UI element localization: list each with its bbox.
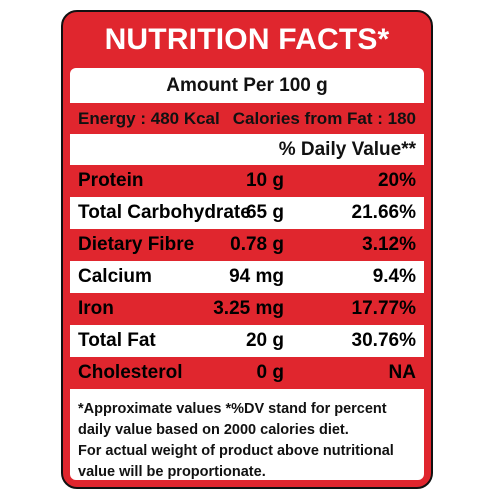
nutrient-dv: 17.77% bbox=[351, 298, 416, 319]
nutrient-name: Total Carbohydrate bbox=[78, 202, 251, 223]
nutrient-row-total-fat: Total Fat 20 g 30.76% bbox=[70, 325, 424, 357]
nutrient-dv: 30.76% bbox=[351, 330, 416, 351]
nutrient-dv: 9.4% bbox=[372, 266, 416, 287]
nutrient-name: Total Fat bbox=[78, 330, 156, 351]
nutrient-row-cholesterol: Cholesterol 0 g NA bbox=[70, 357, 424, 389]
nutrient-name: Dietary Fibre bbox=[78, 234, 195, 255]
nutrient-row-calcium: Calcium 94 mg 9.4% bbox=[70, 261, 424, 293]
nutrient-dv: NA bbox=[388, 362, 416, 383]
amount-per-serving: Amount Per 100 g bbox=[166, 75, 328, 96]
nutrient-row-protein: Protein 10 g 20% bbox=[70, 165, 424, 197]
energy-band: Energy : 480 Kcal Calories from Fat : 18… bbox=[70, 103, 424, 134]
energy-value: Energy : 480 Kcal bbox=[78, 109, 220, 128]
facts-panel: Amount Per 100 g Energy : 480 Kcal Calor… bbox=[70, 68, 424, 480]
label-title: NUTRITION FACTS* bbox=[104, 23, 390, 56]
nutrient-row-total-carbohydrate: Total Carbohydrate 65 g 21.66% bbox=[70, 197, 424, 229]
nutrition-label: NUTRITION FACTS* Amount Per 100 g Energy… bbox=[61, 10, 433, 489]
footnote-line: daily value based on 2000 calories diet. bbox=[78, 422, 349, 438]
nutrient-amount: 20 g bbox=[245, 330, 284, 351]
nutrient-row-dietary-fibre: Dietary Fibre 0.78 g 3.12% bbox=[70, 229, 424, 261]
footnote-line: *Approximate values *%DV stand for perce… bbox=[78, 401, 387, 417]
nutrient-name: Calcium bbox=[78, 266, 152, 287]
nutrient-dv: 20% bbox=[377, 170, 416, 191]
nutrient-name: Cholesterol bbox=[78, 362, 183, 383]
nutrient-dv: 21.66% bbox=[351, 202, 416, 223]
nutrient-amount: 0 g bbox=[256, 362, 284, 383]
nutrient-amount: 10 g bbox=[245, 170, 284, 191]
daily-value-label: % Daily Value** bbox=[278, 139, 416, 160]
nutrient-name: Protein bbox=[78, 170, 144, 191]
nutrient-amount: 3.25 mg bbox=[213, 298, 284, 319]
nutrient-amount: 94 mg bbox=[229, 266, 284, 287]
calories-from-fat: Calories from Fat : 180 bbox=[232, 109, 416, 128]
nutrient-dv: 3.12% bbox=[362, 234, 416, 255]
nutrient-amount: 65 g bbox=[245, 202, 284, 223]
footnote: *Approximate values *%DV stand for perce… bbox=[70, 389, 424, 480]
footnote-line: For actual weight of product above nutri… bbox=[78, 443, 394, 459]
nutrient-row-iron: Iron 3.25 mg 17.77% bbox=[70, 293, 424, 325]
nutrient-name: Iron bbox=[78, 298, 114, 319]
daily-value-header: % Daily Value** bbox=[70, 134, 424, 165]
footnote-line: value will be proportionate. bbox=[78, 464, 266, 480]
nutrient-amount: 0.78 g bbox=[230, 234, 284, 255]
